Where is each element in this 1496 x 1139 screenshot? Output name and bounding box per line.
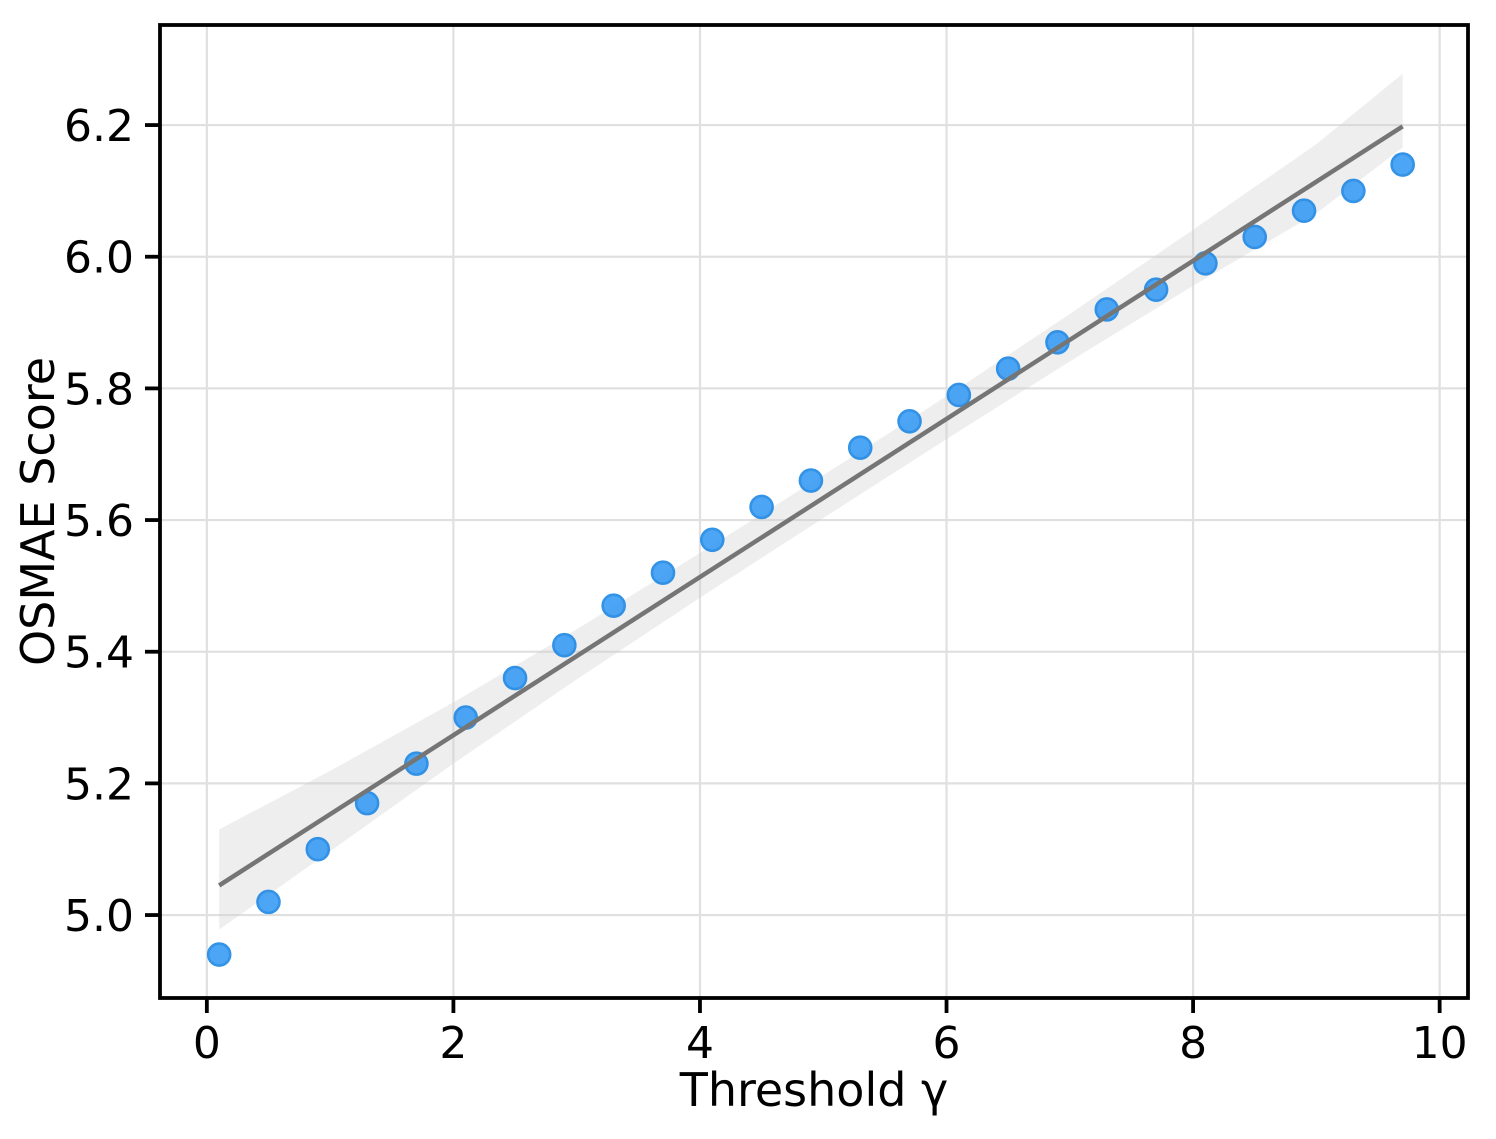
x-tick-label: 4 [686,1018,714,1069]
data-point [798,468,824,493]
data-point [699,527,725,553]
data-point [897,409,922,434]
y-tick-label: 5.4 [64,628,134,679]
data-point [1291,198,1317,223]
x-tick-label: 2 [439,1018,467,1069]
data-point [1390,152,1415,177]
y-tick-label: 5.8 [64,364,134,415]
y-tick-label: 6.2 [64,101,134,152]
data-point [749,494,774,520]
confidence-band [219,73,1403,930]
data-point [650,560,676,586]
data-point [1242,224,1268,250]
data-point [601,593,626,618]
y-axis-label: OSMAE Score [11,357,65,666]
plot-border [158,23,1470,1000]
data-point [206,942,232,967]
regression-line [217,124,1404,888]
x-tick-label: 10 [1412,1018,1468,1069]
data-point [256,889,281,915]
x-axis-label: Threshold γ [679,1063,949,1117]
y-tick-label: 6.0 [64,233,134,284]
data-point [502,665,528,691]
x-tick-label: 8 [1179,1018,1207,1069]
x-tick-label: 0 [193,1018,221,1069]
data-point [552,632,577,658]
data-point [847,435,873,460]
y-tick-label: 5.6 [64,496,134,547]
y-tick-label: 5.0 [64,891,134,942]
data-point [1341,178,1366,204]
x-tick-label: 6 [933,1018,961,1069]
data-point [946,382,972,408]
data-point [305,836,331,862]
y-tick-label: 5.2 [64,759,134,810]
